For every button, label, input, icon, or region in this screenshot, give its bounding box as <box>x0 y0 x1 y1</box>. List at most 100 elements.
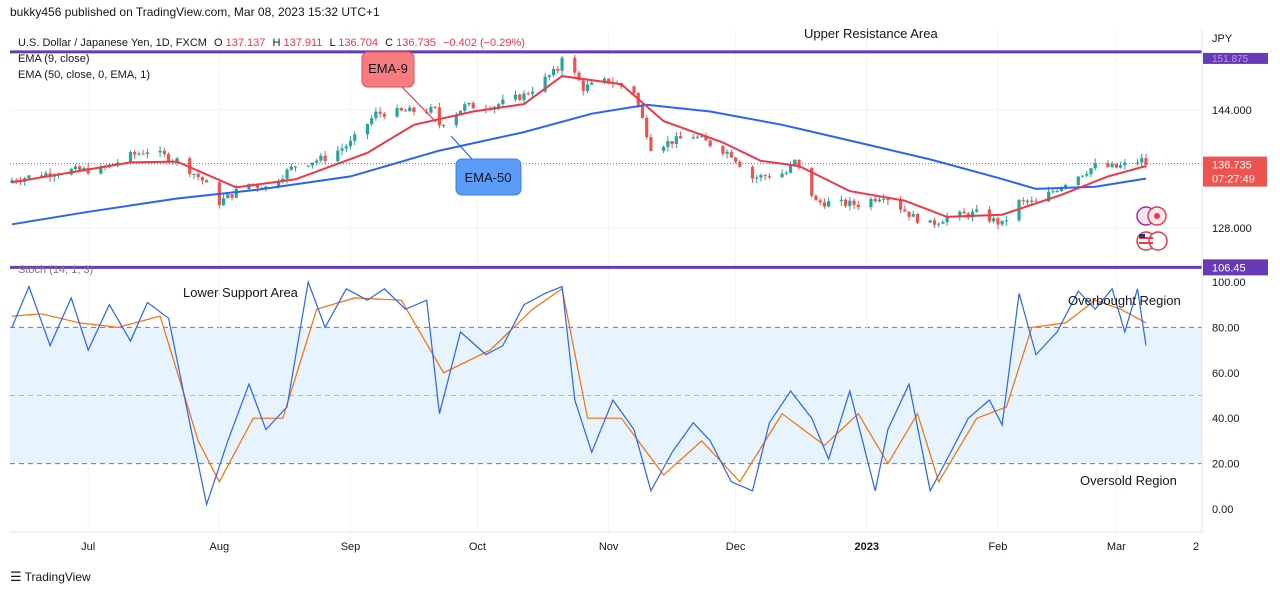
candle-body <box>137 153 141 155</box>
candle-body <box>471 102 475 109</box>
candle-body <box>750 166 755 179</box>
lower-support-label: Lower Support Area <box>183 285 299 300</box>
candle-body <box>230 194 234 198</box>
resistance-price-tag <box>1203 52 1268 64</box>
us-flag-stripes <box>1139 237 1153 239</box>
jp-flag-icon[interactable] <box>1148 231 1168 251</box>
candle-body <box>374 111 378 119</box>
candle-body <box>40 175 44 177</box>
candle-body <box>403 110 408 112</box>
candle-body <box>382 113 386 117</box>
ema50-line <box>11 103 1147 226</box>
candle-body <box>670 141 674 145</box>
candle-body <box>882 198 886 200</box>
time-axis[interactable]: Jul Aug Sep Oct Nov Dec 2023 Feb Mar 2 <box>10 30 1203 553</box>
candle-body <box>281 178 285 182</box>
candle-body <box>1114 163 1118 168</box>
candle-body <box>467 102 471 105</box>
legend-ema9[interactable]: EMA (9, close) <box>18 53 90 65</box>
candle-body <box>818 200 822 203</box>
candle-body <box>907 211 911 217</box>
price-tick-label: 128.000 <box>1212 223 1252 235</box>
candle-body <box>543 76 547 92</box>
stoch-d-line <box>11 287 1147 484</box>
event-flags[interactable] <box>1136 206 1168 251</box>
candle-body <box>429 106 433 113</box>
candle-body <box>691 137 695 139</box>
stoch-pane[interactable]: Stoch (14, 1, 3) Lower Support Area Over… <box>10 264 1202 532</box>
candle-body <box>552 68 556 76</box>
legend-stoch[interactable]: Stoch (14, 1, 3) <box>18 264 93 276</box>
candle-body <box>1076 176 1080 185</box>
last-price-tag <box>1203 156 1267 187</box>
candle-body <box>365 124 370 135</box>
ema9-callout-text: EMA-9 <box>368 61 408 76</box>
candle-body <box>827 201 831 207</box>
candle-body <box>226 194 230 199</box>
candle-body <box>293 166 298 168</box>
time-tick-label: 2 <box>1193 541 1199 553</box>
candle-body <box>1047 191 1051 202</box>
stoch-tick-label: 60.00 <box>1212 368 1240 380</box>
candle-body <box>78 166 82 170</box>
candle-body <box>886 198 890 201</box>
chart-canvas[interactable]: U.S. Dollar / Japanese Yen, 1D, FXCM O 1… <box>0 22 1280 567</box>
candle-body <box>513 94 518 100</box>
candle-body <box>196 173 200 178</box>
legend-ohlc-close: 136.735 <box>396 37 436 49</box>
candle-body <box>310 162 315 166</box>
candle-body <box>937 223 941 225</box>
candle-body <box>86 167 90 174</box>
candle-body <box>454 114 458 126</box>
candle-body <box>877 199 882 202</box>
price-axis[interactable]: JPY 144.000 128.000 151.875 136.735 07:27… <box>1202 30 1280 266</box>
candle-body <box>323 155 327 162</box>
candle-body <box>708 140 712 147</box>
oversold-label: Oversold Region <box>1080 473 1177 488</box>
footer: ☰ TradingView <box>10 569 91 585</box>
candle-body <box>1106 163 1110 167</box>
candle-body <box>1000 220 1004 225</box>
legend-change: −0.402 (−0.29%) <box>443 37 525 49</box>
candle-body <box>645 117 649 138</box>
stoch-axis[interactable]: 100.00 80.00 60.00 40.00 20.00 0.00 106.45 <box>1203 259 1268 516</box>
candle-body <box>975 209 979 212</box>
legend-ohlc-high: 137.911 <box>283 37 322 49</box>
candle-body <box>1123 162 1127 166</box>
legend-ema50[interactable]: EMA (50, close, 0, EMA, 1) <box>18 69 150 81</box>
candle-body <box>590 82 594 85</box>
ema9-callout-pointer <box>401 86 437 123</box>
stoch-tick-label: 0.00 <box>1212 504 1233 516</box>
candle-body <box>788 164 793 173</box>
candle-body <box>869 198 873 208</box>
candle-body <box>145 152 150 154</box>
legend-ohlc-low: 136.704 <box>338 37 378 49</box>
candle-body <box>843 199 848 206</box>
stoch-tick-label: 20.00 <box>1212 459 1240 471</box>
candle-body <box>52 175 56 177</box>
candle-body <box>848 200 852 206</box>
candle-body <box>412 107 416 112</box>
candle-body <box>289 166 293 170</box>
candle-body <box>205 180 209 183</box>
legend-ohlc-open: 137.137 <box>226 37 266 49</box>
candle-body <box>458 110 463 115</box>
candle-body <box>928 220 932 223</box>
candle-body <box>526 93 530 95</box>
candle-body <box>433 106 437 108</box>
candle-body <box>738 161 742 167</box>
legend-ohlc-open-key: O <box>214 37 223 49</box>
candle-body <box>915 213 920 223</box>
candle-body <box>556 68 560 71</box>
candle-body <box>141 153 145 155</box>
time-tick-label: Aug <box>210 541 230 553</box>
candle-body <box>1051 191 1055 193</box>
candle-body <box>822 202 827 207</box>
candle-body <box>674 136 678 145</box>
candle-body <box>704 136 708 141</box>
stoch-value-tag <box>1203 259 1268 276</box>
bar-countdown: 07:27:49 <box>1212 174 1255 186</box>
stoch-k-line <box>11 279 1147 507</box>
candle-body <box>649 137 653 151</box>
main-pane[interactable] <box>10 30 1202 269</box>
